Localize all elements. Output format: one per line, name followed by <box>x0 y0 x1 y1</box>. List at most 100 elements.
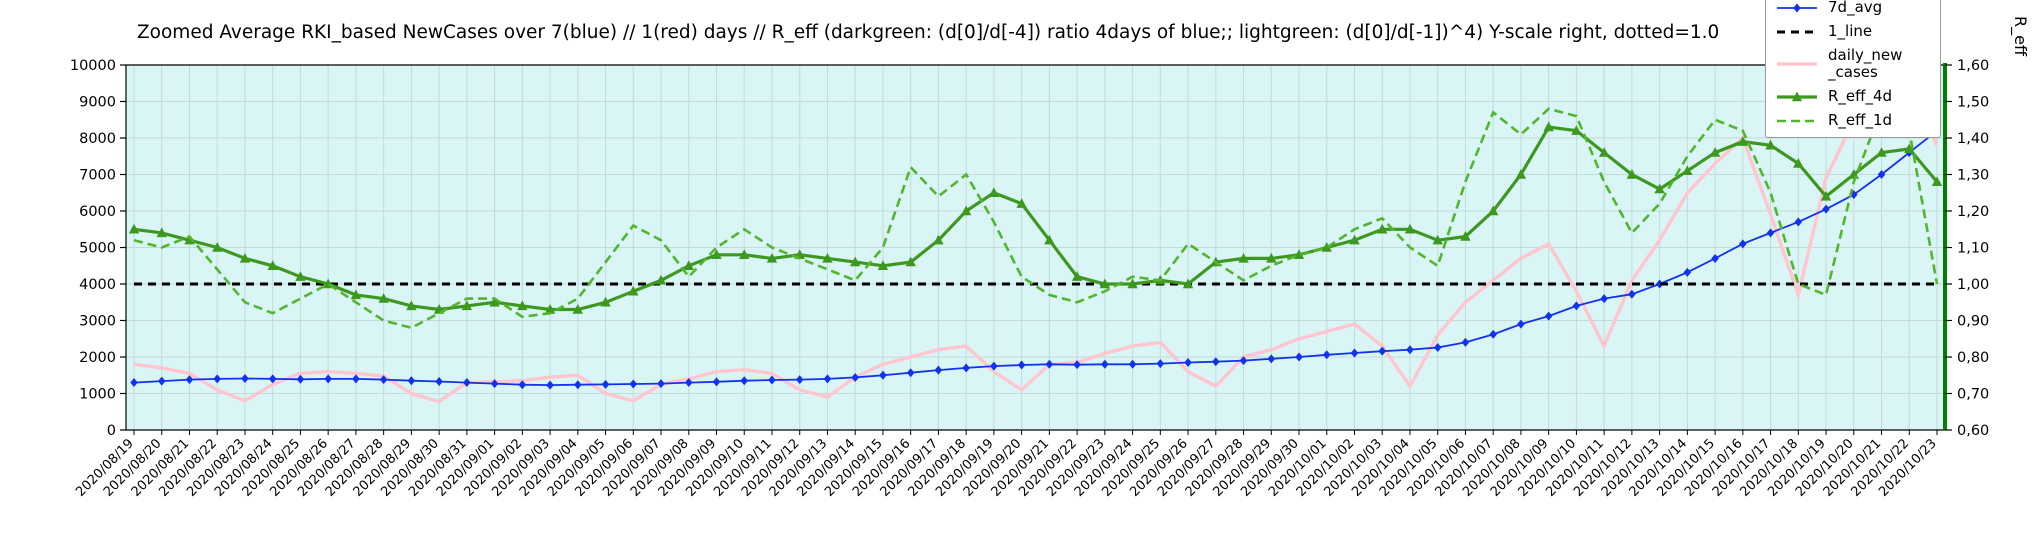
marker-triangle <box>212 242 223 252</box>
marker-triangle <box>822 252 833 263</box>
marker-diamond <box>518 380 527 390</box>
marker-triangle <box>1321 242 1332 252</box>
marker-triangle <box>128 223 140 234</box>
right-tick-label: 1,20 <box>1957 204 1989 220</box>
marker-triangle <box>1793 158 1804 168</box>
marker-triangle <box>1571 125 1582 135</box>
marker-diamond <box>1350 348 1359 358</box>
legend-label: daily_new _cases <box>1828 46 1903 82</box>
marker-diamond <box>1128 359 1137 369</box>
marker-diamond <box>823 374 832 384</box>
right-tick-label: 1,00 <box>1957 277 1989 293</box>
marker-diamond <box>1877 170 1886 179</box>
marker-diamond <box>906 368 915 378</box>
right-tick-label: 0,60 <box>1957 423 1989 439</box>
marker-triangle <box>461 300 473 311</box>
R_eff_1d-legend-line-icon <box>1777 119 1817 122</box>
marker-diamond <box>1822 204 1830 214</box>
marker-diamond <box>1655 279 1664 289</box>
marker-diamond <box>768 375 776 385</box>
marker-triangle <box>1931 176 1943 186</box>
right-tick-label: 0,70 <box>1957 387 1989 403</box>
marker-triangle <box>1515 169 1527 179</box>
marker-triangle <box>378 293 389 303</box>
marker-triangle <box>1820 190 1832 201</box>
legend-item-7d_avg: 7d_avg <box>1775 0 1931 17</box>
marker-diamond <box>435 376 443 386</box>
marker-diamond <box>934 365 943 375</box>
marker-triangle <box>1487 205 1499 216</box>
right-axis-title: R_eff <box>2011 16 2030 56</box>
marker-diamond <box>1184 357 1192 367</box>
marker-triangle <box>1682 165 1693 176</box>
R_eff_4d-legend-line-icon <box>1777 91 1817 101</box>
marker-triangle <box>489 296 500 307</box>
marker-diamond <box>1766 228 1775 238</box>
right-tick-label: 0,90 <box>1957 314 1989 330</box>
marker-triangle <box>1737 136 1749 146</box>
left-tick-label: 0 <box>107 423 116 439</box>
legend-label: R_eff_4d <box>1828 86 1893 105</box>
marker-diamond <box>463 378 471 388</box>
marker-triangle <box>1071 271 1083 281</box>
marker-triangle <box>1460 231 1471 241</box>
marker-diamond <box>1628 289 1636 299</box>
marker-triangle <box>1349 234 1360 245</box>
marker-triangle <box>600 296 611 307</box>
series-daily_new_cases <box>133 62 1939 404</box>
marker-diamond <box>1739 239 1747 249</box>
marker-diamond <box>1794 217 1803 227</box>
marker-triangle <box>1293 249 1305 259</box>
marker-diamond <box>241 374 249 384</box>
marker-triangle <box>1044 234 1055 245</box>
marker-triangle <box>1266 252 1277 263</box>
marker-triangle <box>572 304 584 314</box>
marker-triangle <box>766 252 778 263</box>
marker-triangle <box>655 274 667 285</box>
left-tick-label: 2000 <box>79 350 116 366</box>
marker-diamond <box>1101 359 1109 369</box>
marker-triangle <box>184 234 195 245</box>
legend-item-R_eff_4d: R_eff_4d <box>1775 86 1931 106</box>
marker-diamond <box>712 377 721 387</box>
daily_new_cases-legend-line-icon <box>1777 62 1817 66</box>
right-tick-label: 1,60 <box>1957 58 1989 74</box>
marker-triangle <box>1404 223 1416 234</box>
marker-triangle <box>1598 147 1610 157</box>
marker-diamond <box>601 379 610 389</box>
marker-diamond <box>1683 267 1692 277</box>
right-tick-label: 1,40 <box>1957 131 1989 147</box>
marker-diamond <box>130 378 138 388</box>
marker-triangle <box>1127 278 1138 289</box>
marker-diamond <box>324 374 332 384</box>
marker-diamond <box>740 376 749 386</box>
marker-triangle <box>905 256 916 267</box>
marker-triangle <box>1626 169 1638 179</box>
marker-triangle <box>1543 121 1554 132</box>
legend-label: 1_line <box>1828 22 1873 41</box>
left-tick-label: 1000 <box>79 387 116 403</box>
right-tick-label: 1,10 <box>1957 241 1989 257</box>
marker-triangle <box>239 252 251 263</box>
marker-triangle <box>850 256 861 267</box>
marker-triangle <box>711 249 722 259</box>
marker-triangle <box>267 260 278 270</box>
1_line-legend-line-icon <box>1777 30 1817 34</box>
marker-diamond <box>1461 337 1470 347</box>
legend-label: 7d_avg <box>1828 0 1883 17</box>
legend-label: R_eff_1d <box>1828 110 1893 129</box>
left-tick-label: 3000 <box>79 314 116 330</box>
marker-diamond <box>657 379 665 389</box>
marker-diamond <box>1544 311 1553 321</box>
marker-diamond <box>1017 360 1026 370</box>
marker-triangle <box>933 234 944 245</box>
legend: 7d_avg 1_line daily_new _cases R_eff_4d R_ef… <box>1765 0 1941 138</box>
marker-diamond <box>1711 253 1719 263</box>
marker-diamond <box>1267 354 1276 364</box>
chart-title: Zoomed Average RKI_based NewCases over 7… <box>137 22 1720 43</box>
marker-triangle <box>739 249 750 259</box>
right-tick-label: 1,50 <box>1957 95 1989 111</box>
marker-diamond <box>574 380 582 390</box>
marker-triangle <box>988 187 1000 197</box>
